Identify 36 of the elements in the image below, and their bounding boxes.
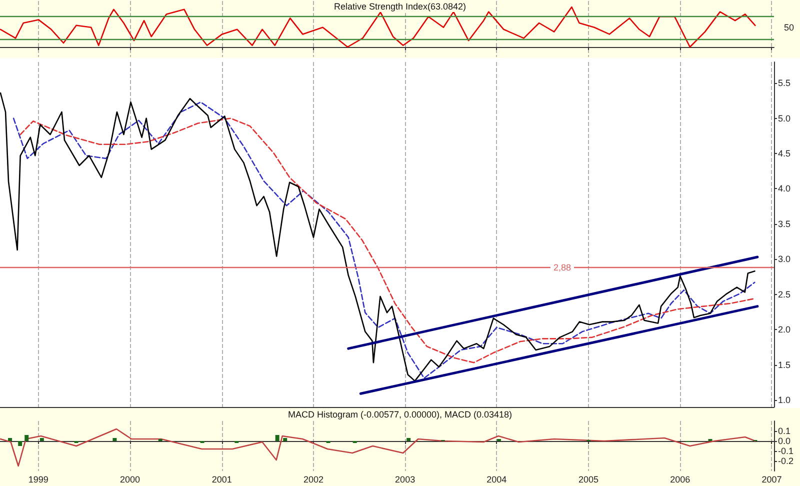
x-tick-label: 2001 [212, 474, 232, 484]
y-tick-label: -0.1 [778, 446, 794, 456]
bar [18, 441, 22, 446]
y-tick-label: 2.5 [778, 289, 791, 300]
x-tick-label: 2005 [578, 474, 599, 484]
y-tick-label: 2.0 [778, 324, 791, 335]
bar [24, 435, 29, 441]
bar [112, 438, 117, 441]
y-tick-label: 5.0 [778, 113, 791, 124]
x-tick-label: 2002 [303, 474, 324, 484]
chart-title: Relative Strength Index(63.0842) [334, 2, 466, 12]
y-tick-label: 3.5 [778, 218, 791, 229]
text: 50 [784, 22, 794, 32]
y-tick-label: 4.5 [778, 148, 791, 159]
bar [40, 438, 44, 441]
chart-title: MACD Histogram (-0.00577, 0.00000), MACD (0.03418) [288, 410, 512, 420]
x-tick-label: 2007 [762, 474, 782, 484]
x-tick-label: 2003 [395, 474, 416, 484]
y-tick-label: 3.0 [778, 254, 791, 264]
line-series [0, 428, 756, 467]
bar [283, 438, 288, 441]
y-tick-label: -0.2 [778, 456, 794, 466]
y-tick-label: 0.0 [778, 436, 791, 446]
bar [406, 438, 411, 441]
x-tick-label: 2004 [486, 474, 507, 484]
y-tick-label: 5.5 [778, 78, 791, 88]
y-tick-label: 1.0 [778, 394, 791, 405]
y-tick-label: 0.1 [778, 426, 791, 436]
bar [275, 435, 280, 441]
ref-line-label: 2,88 [553, 262, 571, 273]
x-tick-label: 2006 [670, 474, 690, 484]
x-tick-label: 2000 [120, 474, 140, 484]
x-tick-label: 1999 [28, 474, 48, 484]
y-tick-label: 1.5 [778, 360, 791, 370]
bar [8, 438, 12, 441]
y-tick-label: 4.0 [778, 184, 791, 194]
